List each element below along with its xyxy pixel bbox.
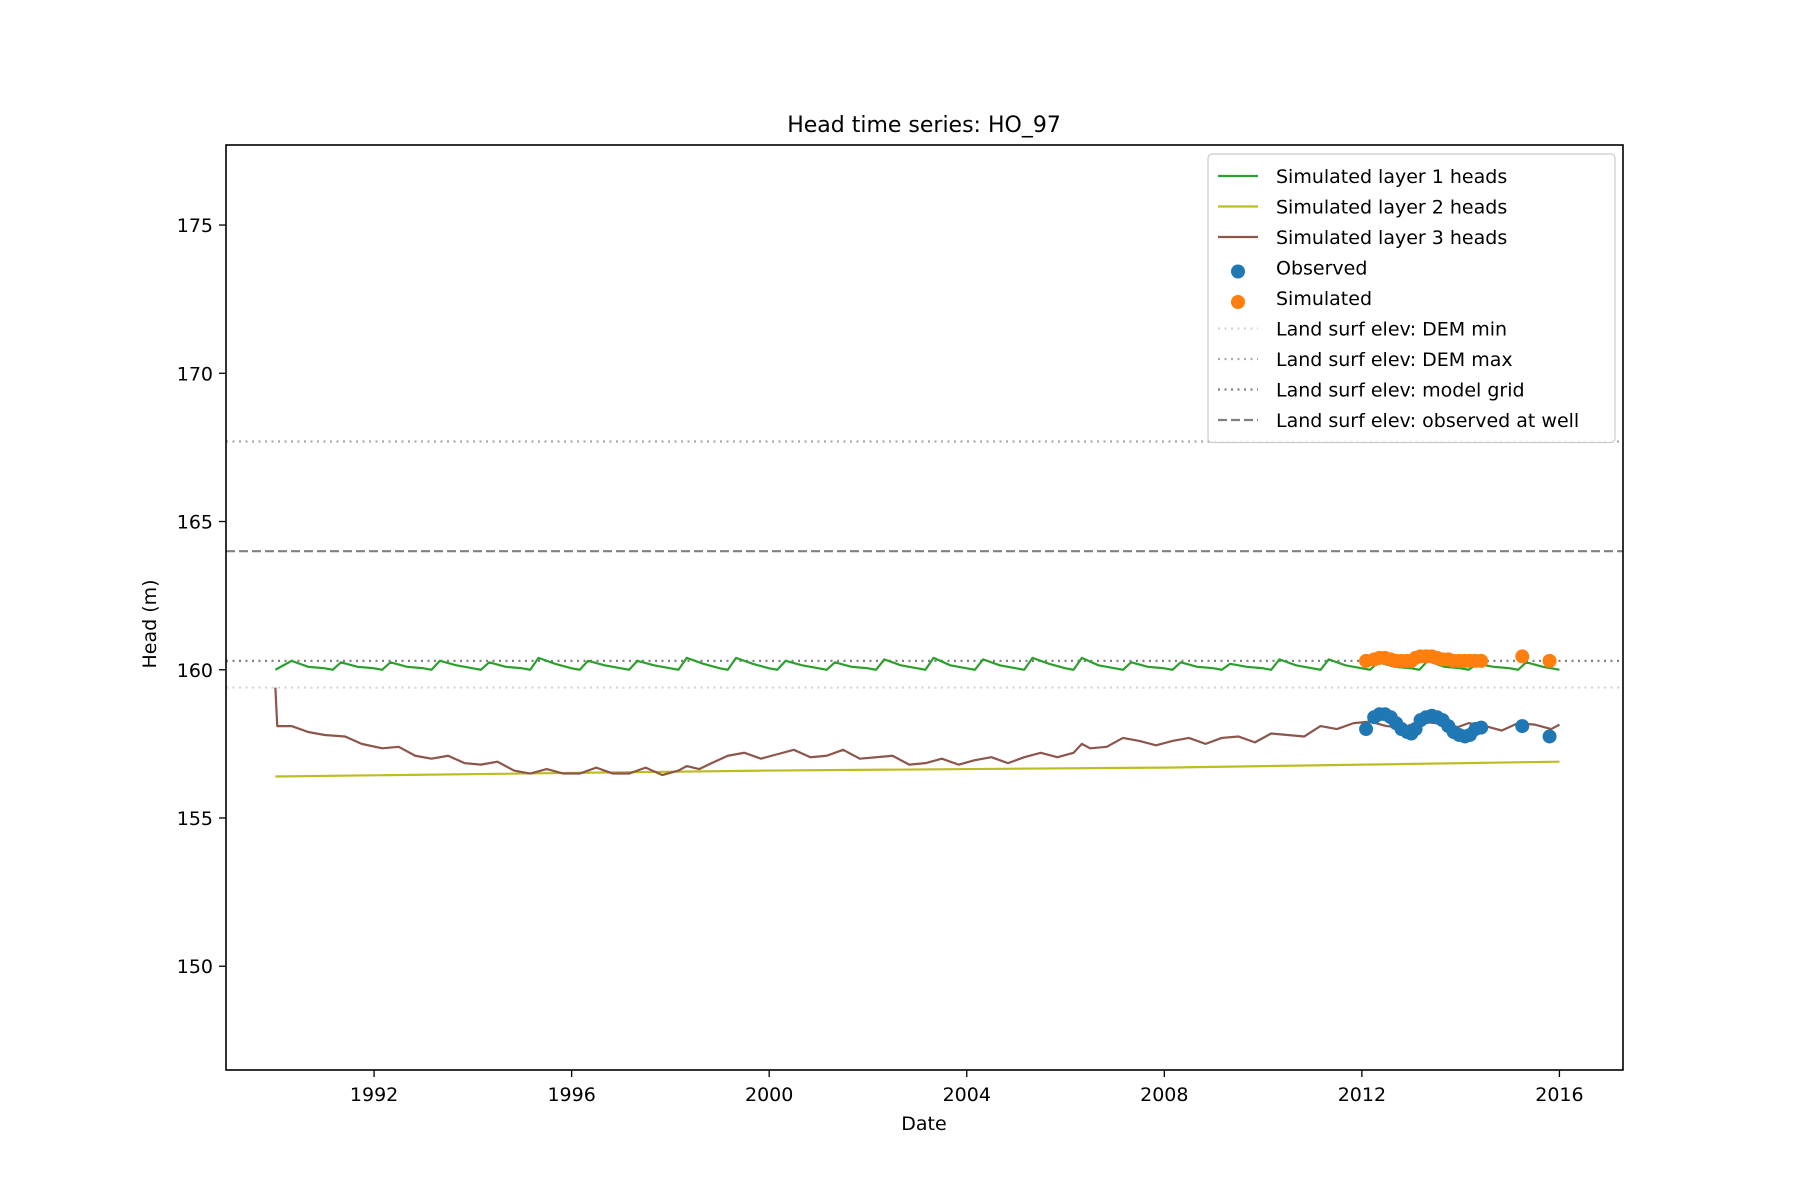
series-lines [274,656,1560,778]
legend-marker [1231,264,1245,279]
y-tick-label: 170 [177,363,213,385]
legend-label: Land surf elev: DEM max [1276,349,1513,371]
point-observed [1515,719,1530,734]
y-tick-label: 150 [177,956,213,978]
series-points [1359,649,1557,744]
series-line-simulated-layer-1-heads [274,656,1560,671]
plot-frame [225,144,1624,1071]
y-axis-ticks: 150 155 160 165 170 175 [177,215,226,978]
point-observed [1474,720,1489,735]
point-simulated [1474,653,1489,668]
legend-label: Land surf elev: observed at well [1276,410,1579,432]
legend-label: Simulated layer 1 heads [1276,166,1507,188]
point-observed [1359,722,1374,737]
x-tick-label: 2012 [1338,1084,1386,1106]
x-tick-label: 2008 [1140,1084,1188,1106]
x-tick-label: 1996 [547,1084,595,1106]
x-axis-label: Date [901,1113,946,1135]
legend-label: Simulated layer 2 heads [1276,197,1507,219]
legend-label: Simulated [1276,288,1372,310]
point-simulated [1542,653,1557,668]
chart-title: Head time series: HO_97 [787,113,1061,138]
y-axis-label: Head (m) [139,579,161,668]
point-observed [1542,729,1557,744]
point-simulated [1515,649,1530,664]
x-axis-ticks: 1992 1996 2000 2004 2008 2012 2016 [350,1070,1584,1106]
y-tick-label: 165 [177,512,213,534]
series-line-simulated-layer-3-heads [274,687,1560,777]
y-tick-label: 160 [177,660,213,682]
x-tick-label: 1992 [350,1084,398,1106]
legend-label: Observed [1276,258,1367,280]
y-tick-label: 155 [177,808,213,830]
x-tick-label: 2016 [1535,1084,1583,1106]
legend-label: Land surf elev: model grid [1276,380,1525,402]
x-tick-label: 2004 [943,1084,991,1106]
legend: Simulated layer 1 heads Simulated layer 2… [1207,153,1616,444]
legend-marker [1231,295,1245,309]
x-tick-label: 2000 [745,1084,793,1106]
series-line-simulated-layer-2-heads [275,760,1560,778]
legend-label: Land surf elev: DEM min [1276,319,1507,341]
y-tick-label: 175 [177,215,213,237]
legend-label: Simulated layer 3 heads [1276,227,1507,249]
legend-box [1207,153,1616,444]
